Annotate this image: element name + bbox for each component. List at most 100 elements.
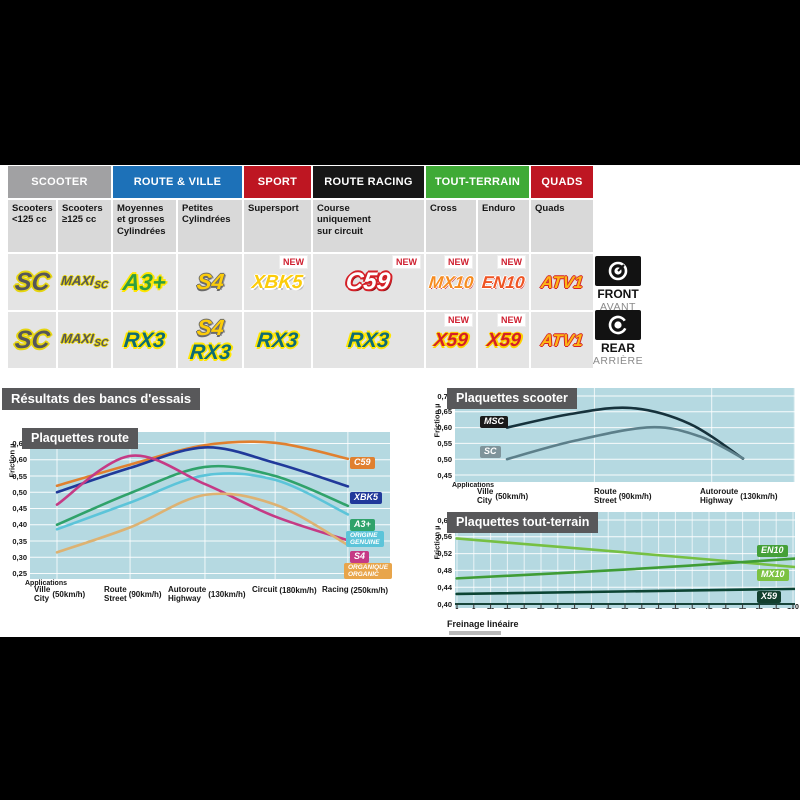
atv1-logo: ATV1 — [539, 272, 585, 292]
application-speed: (90km/h) — [618, 492, 652, 502]
application-label: Route Street (90km/h) — [104, 585, 162, 604]
pad-cell-rear: NEW X59 — [478, 312, 529, 368]
mx10-logo: MX10 — [427, 272, 475, 292]
application-name: Ville City — [34, 585, 51, 603]
y-axis-tick: 0,60 — [12, 455, 27, 465]
y-axis-tick: 0,55 — [437, 438, 452, 448]
rear-label: REAR — [600, 341, 635, 355]
scooter-chart-title: Plaquettes scooter — [447, 388, 577, 409]
c59-logo: C59 — [345, 268, 392, 295]
pad-cell-rear: RX3 — [113, 312, 176, 368]
legend-EN10: EN10 — [757, 545, 788, 557]
application-name: Autoroute Highway — [168, 585, 207, 603]
application-speed: (90km/h) — [128, 590, 162, 600]
application-speed: (130km/h) — [208, 590, 246, 600]
en10-logo: EN10 — [481, 272, 526, 292]
new-badge: NEW — [445, 314, 472, 326]
rx3-logo: RX3 — [255, 328, 300, 352]
pad-cell-front: ATV1 — [531, 254, 593, 310]
application-speed: (50km/h) — [52, 590, 86, 600]
legend-SC: SC — [480, 446, 501, 458]
pad-cell-rear: RX3 — [244, 312, 311, 368]
legend-ORIGINE: ORIGINE GENUINE — [346, 531, 384, 548]
sc-logo: SC — [13, 267, 51, 296]
new-badge: NEW — [445, 256, 472, 268]
scooter-series-MSC — [505, 406, 745, 460]
y-axis-tick: 0,55 — [12, 471, 27, 481]
category-header-sport: SPORT — [244, 166, 311, 198]
front-badge-box — [595, 256, 641, 286]
route-series-ORGANIQUE / ORGANIC — [55, 492, 350, 554]
legend-A3+: A3+ — [350, 519, 375, 531]
x59-logo: X59 — [432, 329, 470, 351]
application-label: Autoroute Highway (130km/h) — [700, 487, 778, 506]
rear-sublabel: ARRIÈRE — [592, 355, 644, 367]
rx3-logo: RX3 — [346, 328, 391, 352]
rx3-logo: RX3 — [122, 328, 167, 352]
xbk5-logo: XBK5 — [251, 271, 304, 293]
y-axis-label: Friction µ — [7, 443, 17, 478]
category-header-route-racing: ROUTE RACING — [313, 166, 424, 198]
route-series-S4 — [55, 454, 350, 542]
application-label: Ville City (50km/h) — [34, 585, 86, 604]
pad-cell-rear: MAXISC — [58, 312, 111, 368]
x-axis-caption: Applications — [25, 580, 68, 587]
pad-cell-front: A3+ — [113, 254, 176, 310]
new-badge: NEW — [393, 256, 420, 268]
application-name: Route Street — [104, 585, 127, 603]
category-header-tout-terrain: TOUT-TERRAIN — [426, 166, 529, 198]
terrain-series-MX10 — [455, 537, 795, 569]
rear-badge-box — [595, 310, 641, 340]
application-speed: (250km/h) — [350, 586, 389, 595]
legend-ORGANIQUE: ORGANIQUE ORGANIC — [344, 563, 393, 580]
brake-disc-rear-icon — [608, 315, 628, 335]
x59-logo: X59 — [485, 329, 522, 351]
terrain-series-X59 — [455, 587, 795, 596]
legend-C59: C59 — [350, 457, 375, 469]
application-label: Route Street (90km/h) — [594, 487, 652, 506]
section-title: Résultats des bancs d'essais — [2, 388, 201, 410]
legend-MX10: MX10 — [757, 569, 789, 581]
y-axis-tick: 0,50 — [437, 454, 452, 464]
subcategory-label: Scooters ≥125 cc — [58, 200, 111, 252]
atv1-logo: ATV1 — [539, 330, 585, 350]
maxisc-logo-sub: SC — [93, 337, 109, 349]
y-axis-tick: 0,35 — [12, 536, 27, 546]
terrain-series-EN10 — [455, 557, 795, 580]
pad-cell-front: NEW C59 — [313, 254, 424, 310]
application-name: Ville City — [477, 487, 494, 505]
route-series-ORIGINE / GENUINE — [55, 472, 350, 531]
pad-cell-front: NEW EN10 — [478, 254, 529, 310]
pad-cell-rear: NEW X59 — [426, 312, 476, 368]
pad-cell-rear: SC — [8, 312, 56, 368]
s4-logo: S4 — [195, 315, 225, 340]
terrain-chart-title: Plaquettes tout-terrain — [447, 512, 599, 533]
application-name: Racing — [322, 585, 349, 595]
new-badge: NEW — [498, 314, 525, 326]
scooter-series-SC — [505, 425, 745, 461]
pad-cell-front: NEW XBK5 — [244, 254, 311, 310]
application-name: Route Street — [594, 487, 617, 505]
front-label: FRONT — [597, 287, 639, 301]
application-speed: (50km/h) — [495, 492, 529, 502]
maxisc-logo: MAXISC — [60, 272, 109, 291]
y-axis-tick: 0,60 — [437, 423, 452, 433]
pad-cell-front: S4 — [178, 254, 242, 310]
application-speed: (180km/h) — [279, 586, 317, 595]
subcategory-label: Course uniquement sur circuit — [313, 200, 424, 252]
y-axis-tick: 0,48 — [437, 565, 452, 575]
terrain-chart-plot — [455, 512, 795, 609]
legend-MSC: MSC — [480, 416, 508, 428]
application-name: Autoroute Highway — [700, 487, 739, 505]
x-axis-title: Freinage linéaire — [447, 619, 519, 629]
subcategory-label: Cross — [426, 200, 476, 252]
application-label: Ville City (50km/h) — [477, 487, 529, 506]
y-axis-tick: 0,65 — [12, 439, 27, 448]
pad-cell-front: SC — [8, 254, 56, 310]
legend-XBK5: XBK5 — [350, 492, 383, 504]
y-axis-tick: 0,30 — [12, 552, 27, 562]
y-axis-tick: 0,56 — [437, 532, 452, 542]
legend-X59: X59 — [757, 591, 782, 603]
y-axis-tick: 0,40 — [12, 520, 27, 530]
partial-legend-bar — [449, 631, 501, 635]
